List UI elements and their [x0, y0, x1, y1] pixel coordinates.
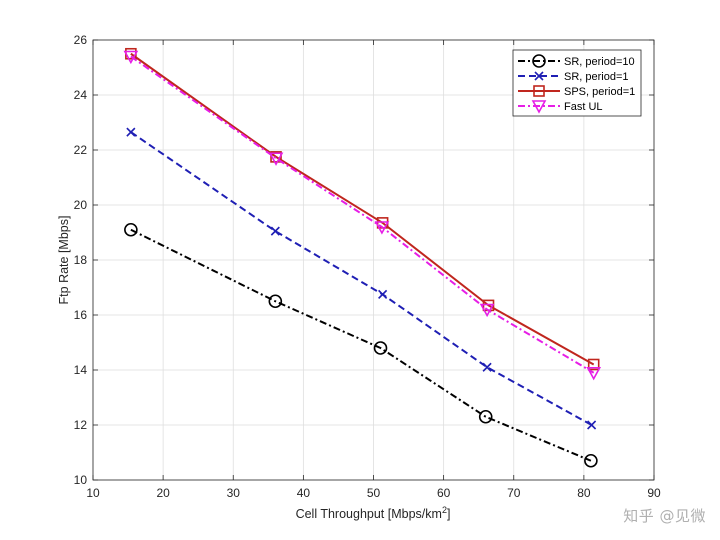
data-point — [268, 152, 284, 166]
y-tick-label: 24 — [74, 88, 88, 102]
data-point — [378, 289, 388, 299]
legend: SR, period=10 SR, period=1 SPS, period=1 Fa… — [512, 49, 642, 117]
data-point — [270, 151, 282, 163]
data-point-stroke-b — [126, 127, 136, 137]
y-tick-label: 10 — [74, 473, 88, 487]
data-point — [374, 221, 390, 235]
legend-entry-2: SR, period=1 — [518, 71, 629, 83]
legend-label: SPS, period=1 — [564, 86, 635, 98]
legend-label: SR, period=1 — [564, 71, 629, 83]
legend-label: SR, period=10 — [564, 56, 635, 68]
data-point — [479, 303, 495, 318]
data-point — [373, 341, 388, 355]
watermark: 知乎 @见微 — [623, 507, 706, 525]
data-point — [268, 294, 283, 309]
legend-marker — [533, 85, 545, 97]
y-tick-label: 16 — [74, 308, 88, 322]
data-point — [587, 420, 597, 430]
data-point — [584, 453, 598, 468]
x-tick-label: 90 — [647, 486, 661, 500]
data-point — [123, 50, 139, 65]
legend-entry-3: SPS, period=1 — [518, 85, 635, 98]
data-point — [126, 127, 136, 137]
data-point — [587, 358, 600, 371]
series-1 — [124, 222, 598, 468]
series-2 — [126, 127, 597, 430]
data-point-stroke-b — [587, 420, 597, 430]
x-tick-label: 50 — [367, 486, 381, 500]
data-point-stroke-b — [482, 362, 492, 372]
tick-labels: 10 20 30 40 50 60 70 80 90 10 12 14 16 18 20 22 24 26 — [74, 33, 661, 500]
data-point — [482, 362, 492, 372]
x-tick-label: 40 — [297, 486, 311, 500]
series-4 — [123, 50, 602, 381]
data-point — [586, 366, 602, 381]
y-tick-label: 14 — [74, 363, 88, 377]
data-point — [270, 226, 280, 236]
y-tick-label: 20 — [74, 198, 88, 212]
axis-ticks — [92, 39, 655, 481]
legend-marker — [532, 54, 546, 68]
legend-label: Fast UL — [564, 101, 603, 113]
y-tick-label: 22 — [74, 143, 88, 157]
x-tick-label: 70 — [507, 486, 521, 500]
data-point — [124, 222, 138, 237]
x-tick-label: 20 — [156, 486, 170, 500]
legend-entry-1: SR, period=10 — [518, 54, 635, 68]
x-tick-label: 30 — [227, 486, 241, 500]
data-point — [478, 409, 493, 424]
y-tick-label: 18 — [74, 253, 88, 267]
data-point-stroke-b — [270, 226, 280, 236]
legend-entry-4: Fast UL — [518, 100, 603, 114]
series-line — [130, 55, 595, 374]
series-line — [130, 228, 592, 462]
x-axis-title: Cell Throughput [Mbps/km2] — [296, 505, 451, 521]
legend-marker-stroke-b — [534, 71, 544, 81]
legend-marker — [531, 100, 547, 114]
y-axis-title: Ftp Rate [Mbps] — [57, 216, 71, 305]
series-layer — [123, 47, 602, 468]
y-tick-label: 12 — [74, 418, 88, 432]
data-point-stroke-b — [378, 289, 388, 299]
x-tick-label: 80 — [577, 486, 591, 500]
x-tick-label: 60 — [437, 486, 451, 500]
legend-marker — [534, 71, 544, 81]
x-tick-label: 10 — [86, 486, 100, 500]
series-line — [130, 52, 595, 366]
y-tick-label: 26 — [74, 33, 88, 47]
